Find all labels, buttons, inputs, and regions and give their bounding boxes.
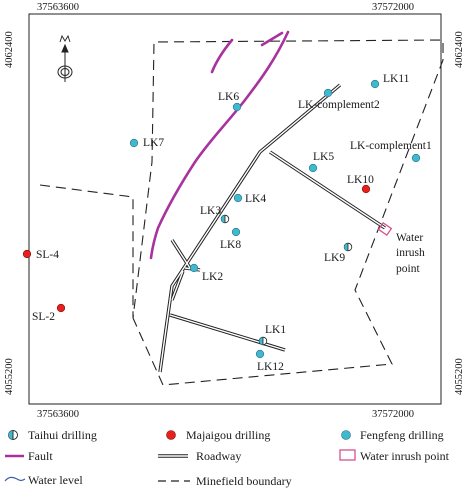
- water-inrush-point: [377, 221, 393, 237]
- drill-sl2: [56, 303, 66, 313]
- label-lk9: LK9: [324, 252, 345, 264]
- legend-fault-label: Fault: [28, 449, 53, 463]
- legend-majiagou-label: Majaigou drilling: [186, 428, 270, 442]
- label-sl4: SL-4: [36, 249, 59, 261]
- coord-bottom-right-x: 37572000: [372, 409, 414, 420]
- legend-majiagou-icon: [166, 430, 176, 440]
- drill-lk4: [233, 193, 243, 203]
- label-lk6: LK6: [218, 91, 239, 103]
- legend-taihui-label: Taihui drilling: [28, 428, 97, 442]
- drill-lk-complement1: [411, 153, 421, 163]
- drill-lk-complement2: [323, 88, 333, 98]
- legend-boundary-label: Minefield boundary: [196, 474, 292, 488]
- legend-fengfeng-label: Fengfeng drilling: [360, 428, 444, 442]
- label-lk2: LK2: [202, 271, 223, 283]
- coord-left-top-y: 4062400: [4, 31, 15, 68]
- label-lk1: LK1: [265, 324, 286, 336]
- label-lk3: LK3: [200, 205, 221, 217]
- label-lk5: LK5: [313, 151, 334, 163]
- label-lk-complement2: LK-complement2: [298, 99, 380, 111]
- legend-water-inrush-icon: [339, 449, 356, 461]
- drill-lk6: [232, 102, 242, 112]
- faults: [149, 30, 290, 260]
- legend-water-inrush-label: Water inrush point: [360, 449, 450, 463]
- coord-right-top-y: 4062400: [454, 31, 465, 68]
- label-lk7: LK7: [143, 137, 164, 149]
- coord-right-bottom-y: 4055200: [454, 358, 465, 395]
- coord-bottom-left-x: 37563600: [37, 409, 79, 420]
- drill-lk11: [370, 79, 380, 89]
- drill-lk3: [220, 214, 230, 224]
- drill-lk10: [361, 184, 371, 194]
- legend-roadway-label: Roadway: [196, 449, 241, 463]
- drill-lk9: [343, 242, 353, 252]
- coord-top-left-x: 37563600: [37, 2, 79, 13]
- drill-lk1: [258, 336, 268, 346]
- label-water-inrush-2: inrush: [396, 247, 425, 259]
- legend-water-level-icon: [4, 476, 26, 482]
- drill-lk2: [189, 263, 199, 273]
- drill-sl4: [22, 249, 32, 259]
- drill-lk7: [129, 138, 139, 148]
- label-lk11: LK11: [383, 73, 410, 85]
- minefield-boundary: [39, 39, 444, 386]
- drill-lk12: [255, 349, 265, 359]
- label-water-inrush-3: point: [396, 263, 420, 275]
- label-lk8: LK8: [220, 239, 241, 251]
- north-arrow-icon: [57, 34, 73, 82]
- label-lk12: LK12: [257, 361, 284, 373]
- legend-water-level-label: Water level: [28, 473, 83, 487]
- label-lk-complement1: LK-complement1: [350, 140, 432, 152]
- coord-top-right-x: 37572000: [372, 2, 414, 13]
- coord-left-bottom-y: 4055200: [4, 358, 15, 395]
- map-frame: [28, 13, 442, 405]
- label-lk4: LK4: [245, 193, 266, 205]
- label-water-inrush-1: Water: [396, 232, 423, 244]
- label-sl2: SL-2: [32, 311, 55, 323]
- legend-taihui-icon: [8, 430, 18, 440]
- label-lk10: LK10: [347, 174, 374, 186]
- drill-lk5: [308, 163, 318, 173]
- drill-lk8: [231, 227, 241, 237]
- legend: Taihui drilling Majaigou drilling Fengfe…: [4, 428, 450, 488]
- legend-fengfeng-icon: [341, 430, 351, 440]
